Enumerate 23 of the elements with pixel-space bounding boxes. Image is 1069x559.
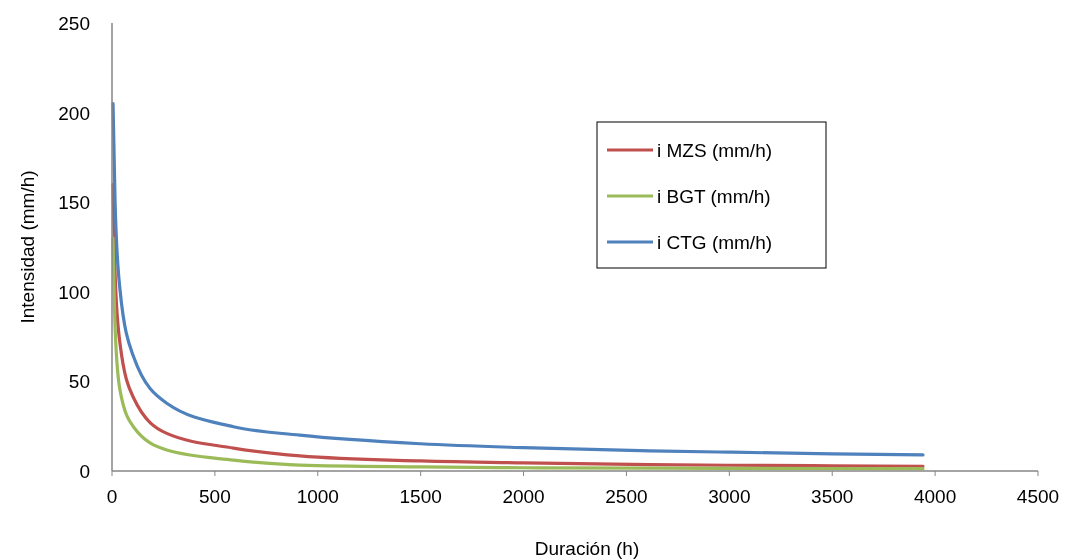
x-tick-label: 2500	[605, 486, 648, 507]
y-tick-label: 0	[79, 461, 90, 482]
x-tick-label: 3000	[708, 486, 751, 507]
line-series	[111, 236, 925, 471]
x-tick-label: 1500	[399, 486, 442, 507]
y-tick-label: 150	[58, 192, 90, 214]
y-axis-title: Intensidad (mm/h)	[17, 170, 38, 324]
legend-label: i BGT (mm/h)	[657, 186, 771, 207]
y-tick-label: 250	[58, 13, 90, 34]
x-tick-label: 0	[106, 486, 118, 507]
line-series	[111, 102, 925, 457]
x-tick-label: 3500	[811, 486, 854, 507]
y-tick-label: 50	[68, 371, 90, 393]
legend-label: i MZS (mm/h)	[657, 140, 773, 161]
x-tick-label: 4000	[913, 486, 957, 507]
y-tick-label: 200	[58, 102, 90, 124]
x-tick-label: 500	[199, 486, 231, 507]
y-tick-label: 100	[58, 281, 90, 303]
x-tick-label: 1000	[296, 486, 339, 507]
x-tick-label: 2000	[502, 486, 545, 507]
x-tick-label: 4500	[1016, 486, 1060, 507]
x-axis-title: Duración (h)	[534, 538, 640, 559]
legend-label: i CTG (mm/h)	[657, 232, 773, 253]
